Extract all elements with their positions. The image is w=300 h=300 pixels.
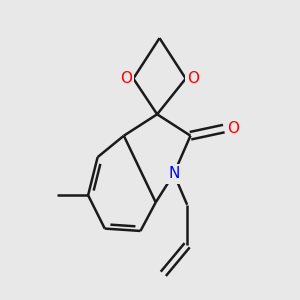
Text: O: O (120, 71, 132, 86)
Text: O: O (187, 71, 199, 86)
Text: O: O (227, 121, 239, 136)
Text: N: N (168, 166, 179, 181)
